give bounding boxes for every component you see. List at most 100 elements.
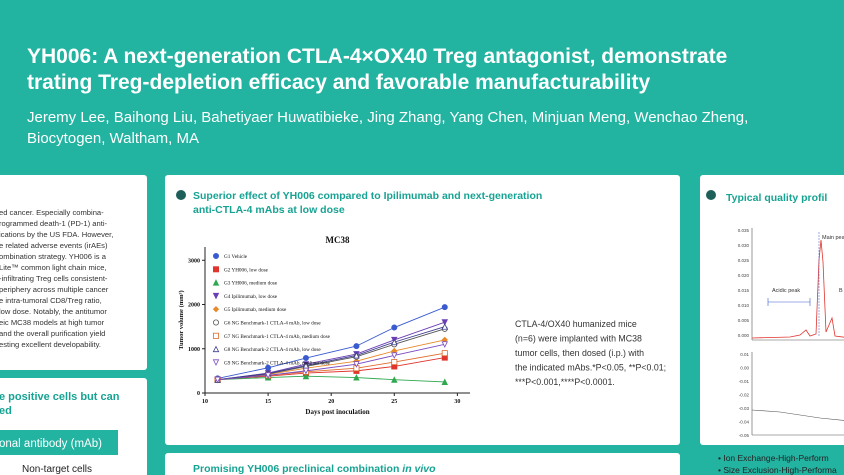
body-line: -infiltrating Treg cells consistent- xyxy=(0,274,108,283)
data-point xyxy=(441,341,449,348)
body-line: eic MC38 models at high tumor xyxy=(0,318,105,327)
x-tick-label: 20 xyxy=(328,399,334,405)
series-line xyxy=(217,306,445,379)
section-heading: anti-CTLA-4 mAbs at low dose xyxy=(193,204,345,216)
data-point xyxy=(302,367,310,375)
label-box xyxy=(0,430,118,455)
y-tick-label: 3000 xyxy=(188,258,200,264)
body-line: e related adverse events (irAEs) xyxy=(0,241,108,250)
chart-title: MC38 xyxy=(326,235,350,245)
caption-line: CTLA-4/OX40 humanized mice xyxy=(515,319,637,329)
author-line: Biocytogen, Waltham, MA xyxy=(27,130,199,147)
legend-label: G9 NG Benchmark-2 CTLA-4 mAb, medium dos… xyxy=(224,360,331,366)
data-point xyxy=(353,343,360,350)
legend-label: G8 NG Benchmark-2 CTLA-4 mAb, low dose xyxy=(224,347,321,353)
legend-marker xyxy=(212,306,220,313)
right-panel xyxy=(700,175,844,445)
bullet xyxy=(706,190,716,200)
y-tick-label: 0.015 xyxy=(738,288,750,293)
bullet-text: • Ion Exchange-High-Perform xyxy=(718,453,829,463)
data-point xyxy=(302,355,309,362)
x-tick-label: 25 xyxy=(391,399,397,405)
legend-label: G4 Ipilimumab, low dose xyxy=(224,294,278,300)
data-point xyxy=(353,374,360,381)
data-point xyxy=(264,372,272,379)
chromatogram xyxy=(751,228,844,436)
title-line: YH006: A next-generation CTLA-4×OX40 Tre… xyxy=(27,45,727,68)
series-line xyxy=(217,375,445,383)
data-point xyxy=(441,378,449,385)
y-axis-label: Tumor volume (mm³) xyxy=(178,290,185,349)
x-tick-label: 10 xyxy=(202,399,208,405)
body-line: ombination strategy. YH006 is a xyxy=(0,252,107,261)
caption-line: ***P<0.001,****P<0.0001. xyxy=(515,377,615,387)
body-line: Lite™ common light chain mice, xyxy=(0,263,107,272)
data-point xyxy=(441,323,449,330)
x-tick-label: 30 xyxy=(454,399,460,405)
x-tick-label: 15 xyxy=(265,399,271,405)
legend-label: G6 NG Benchmark-1 CTLA-4 mAb, low dose xyxy=(224,321,321,327)
section-heading: Promising YH006 preclinical combination … xyxy=(193,463,436,475)
title-line: trating Treg-depletion efficacy and favo… xyxy=(27,71,650,94)
legend-label: G2 YH006, low dose xyxy=(224,267,269,273)
left-panel xyxy=(0,175,147,370)
bottom-panel xyxy=(165,453,680,475)
body-line: rogrammed death-1 (PD-1) anti- xyxy=(0,219,108,228)
body-line: e intra-tumoral CD8/Treg ratio, xyxy=(0,296,102,305)
series-line xyxy=(217,357,445,381)
data-point xyxy=(391,338,398,346)
data-point xyxy=(353,351,360,359)
series-line xyxy=(217,343,445,381)
data-point xyxy=(391,324,398,331)
bullet xyxy=(176,190,186,200)
heading-text: Promising YH006 preclinical combination xyxy=(193,463,402,475)
heading-italic: in vivo xyxy=(402,463,436,475)
body-text: Non-target cells xyxy=(22,464,92,475)
data-point xyxy=(441,319,449,326)
body-line: periphery across multiple cancer xyxy=(0,285,109,294)
legend-marker xyxy=(212,359,220,366)
y-tick-label: 0.010 xyxy=(738,303,750,308)
section-heading: Superior effect of YH006 compared to Ipi… xyxy=(193,190,542,202)
data-point xyxy=(302,372,310,380)
section-heading: Typical quality profil xyxy=(726,192,827,204)
body-line: esting excellent developability. xyxy=(0,340,101,349)
bullet-text: • Size Exclusion-High-Performa xyxy=(718,465,837,475)
series-line xyxy=(217,326,445,381)
y-tick-label: 0.000 xyxy=(738,333,750,338)
body-line: and the overall purification yield xyxy=(0,329,105,338)
y-tick-label: -0.05 xyxy=(739,433,750,438)
legend-label: G5 Ipilimumab, medium dose xyxy=(224,307,287,313)
x-axis-label: Days post inoculation xyxy=(305,408,369,416)
data-point xyxy=(391,352,398,359)
legend-marker xyxy=(212,292,220,300)
y-tick-label: 0.025 xyxy=(738,258,750,263)
legend-marker xyxy=(212,345,220,353)
caption-line: (n=6) were implanted with MC38 xyxy=(515,334,642,344)
y-tick-label: -0.04 xyxy=(739,420,750,425)
peak-label: Main peak xyxy=(822,235,844,241)
y-tick-label: 0.00 xyxy=(740,366,749,371)
data-point xyxy=(353,361,360,368)
y-tick-label: -0.02 xyxy=(739,393,750,398)
legend-label: G7 NG Benchmark-1 CTLA-4 mAb, medium dos… xyxy=(224,334,331,340)
data-point xyxy=(441,350,448,357)
caption-line: tumor cells, then dosed (i.p.) with xyxy=(515,348,644,358)
y-tick-label: 0.020 xyxy=(738,273,750,278)
legend-marker xyxy=(212,252,219,259)
data-point xyxy=(441,304,448,311)
center-panel xyxy=(165,175,680,445)
y-tick-label: 0 xyxy=(197,391,200,397)
y-tick-label: 0.005 xyxy=(738,318,750,323)
y-tick-label: 1000 xyxy=(188,347,200,353)
y-tick-label: 0.030 xyxy=(738,243,750,248)
author-line: Jeremy Lee, Baihong Liu, Bahetiyaer Huwa… xyxy=(27,109,748,126)
subheading: e positive cells but can xyxy=(0,391,120,403)
y-tick-label: 0.035 xyxy=(738,228,750,233)
legend-label: G3 YH006, medium dose xyxy=(224,281,278,287)
y-tick-label: 0.01 xyxy=(740,352,749,357)
peak-label: B xyxy=(839,288,843,294)
legend-marker xyxy=(212,266,219,273)
peak-label: Acidic peak xyxy=(772,288,800,294)
